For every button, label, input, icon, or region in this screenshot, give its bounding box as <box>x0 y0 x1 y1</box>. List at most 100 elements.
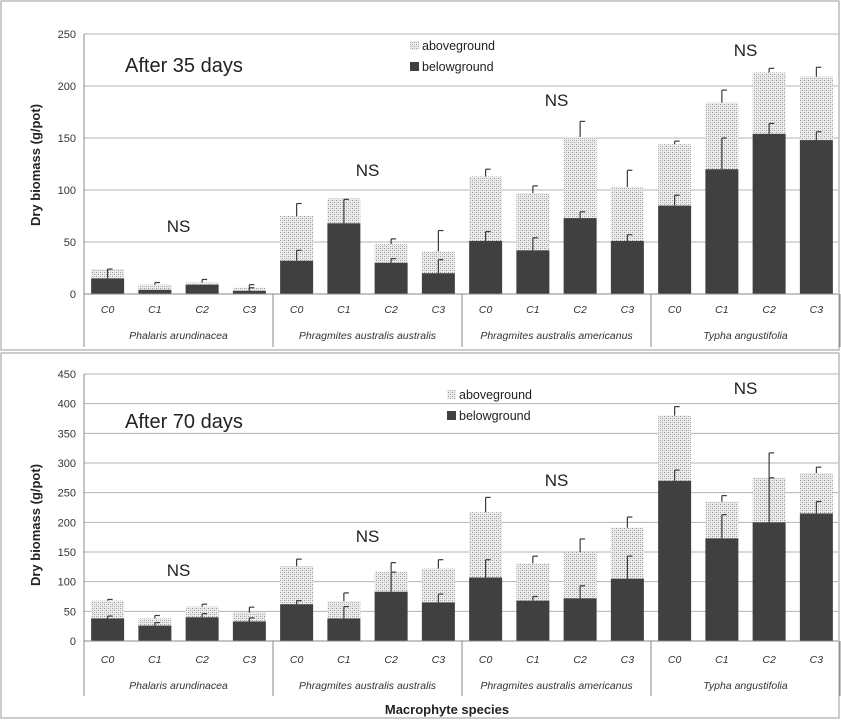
ns-annotation: NS <box>356 161 380 180</box>
bar-belowground <box>185 284 219 294</box>
bar-belowground <box>280 604 314 641</box>
legend-label-belowground: belowground <box>459 409 531 423</box>
legend: aboveground belowground <box>447 388 532 423</box>
bar-belowground <box>421 602 455 641</box>
legend-swatch-aboveground <box>410 41 419 50</box>
bar-belowground <box>138 289 172 294</box>
panel-35-days: Dry biomass (g/pot) After 35 days aboveg… <box>0 0 841 351</box>
bar-aboveground <box>610 186 644 241</box>
y-tick-label: 450 <box>58 369 76 381</box>
ns-annotation: NS <box>545 91 569 110</box>
bar-belowground <box>91 618 125 641</box>
category-label: C1 <box>715 654 728 666</box>
category-label: C1 <box>337 654 350 666</box>
bar-belowground <box>91 278 125 294</box>
y-tick-label: 150 <box>58 133 76 145</box>
bar-belowground <box>799 140 833 294</box>
y-tick-label: 200 <box>58 81 76 93</box>
y-axis-label: Dry biomass (g/pot) <box>28 464 43 586</box>
y-tick-label: 250 <box>58 488 76 500</box>
bar-belowground <box>563 218 597 294</box>
bar-belowground <box>563 598 597 641</box>
category-label: C2 <box>573 304 587 316</box>
ns-annotation: NS <box>167 217 191 236</box>
ns-annotation: NS <box>734 379 758 398</box>
category-label: C1 <box>148 304 161 316</box>
bar-belowground <box>327 223 361 294</box>
bar-aboveground <box>374 244 408 263</box>
category-label: C1 <box>148 654 161 666</box>
x-axis-label: Macrophyte species <box>385 702 509 717</box>
y-tick-label: 200 <box>58 517 76 529</box>
bar-belowground <box>705 169 739 294</box>
bar-belowground <box>185 617 219 641</box>
category-label: C3 <box>810 304 824 316</box>
panel-70-days: Dry biomass (g/pot) After 70 days aboveg… <box>0 352 841 719</box>
bar-belowground <box>327 618 361 641</box>
y-tick-label: 0 <box>70 636 76 648</box>
category-label: C0 <box>290 304 304 316</box>
bar-aboveground <box>563 136 597 219</box>
bar-aboveground <box>138 284 172 290</box>
panel-title: After 70 days <box>125 411 243 433</box>
bar-belowground <box>232 290 266 294</box>
y-tick-label: 50 <box>64 237 76 249</box>
group-label: Typha angustifolia <box>703 680 788 692</box>
bar-belowground <box>658 480 692 641</box>
panel-title: After 35 days <box>125 55 243 77</box>
legend-label-aboveground: aboveground <box>422 39 495 53</box>
bar-belowground <box>516 600 550 641</box>
legend: aboveground belowground <box>410 39 495 74</box>
category-label: C1 <box>715 304 728 316</box>
category-label: C2 <box>195 654 209 666</box>
category-label: C3 <box>243 304 257 316</box>
bar-belowground <box>752 522 786 641</box>
category-label: C2 <box>762 304 776 316</box>
group-label: Phragmites australis americanus <box>480 680 633 692</box>
group-label: Phalaris arundinacea <box>129 330 228 342</box>
category-label: C0 <box>101 304 115 316</box>
ns-annotation: NS <box>734 41 758 60</box>
y-tick-label: 50 <box>64 606 76 618</box>
group-label: Typha angustifolia <box>703 330 788 342</box>
bar-aboveground <box>91 600 125 619</box>
y-tick-label: 150 <box>58 547 76 559</box>
bar-belowground <box>421 273 455 294</box>
y-tick-label: 400 <box>58 399 76 411</box>
bar-aboveground <box>516 563 550 601</box>
category-label: C1 <box>526 304 539 316</box>
bar-belowground <box>752 133 786 294</box>
legend-swatch-aboveground <box>447 390 456 399</box>
category-label: C0 <box>479 304 493 316</box>
category-label: C0 <box>479 654 493 666</box>
bar-aboveground <box>280 566 314 605</box>
bar-belowground <box>469 577 503 641</box>
y-axis-label: Dry biomass (g/pot) <box>28 104 43 226</box>
category-label: C0 <box>101 654 115 666</box>
group-label: Phragmites australis australis <box>299 680 437 692</box>
bar-belowground <box>374 262 408 294</box>
category-label: C3 <box>432 654 446 666</box>
bar-belowground <box>610 578 644 641</box>
panel-border <box>0 352 840 719</box>
bar-belowground <box>610 240 644 294</box>
category-label: C0 <box>668 304 682 316</box>
category-label: C3 <box>810 654 824 666</box>
bar-aboveground <box>469 176 503 241</box>
group-label: Phalaris arundinacea <box>129 680 228 692</box>
bar-belowground <box>516 250 550 294</box>
category-label: C3 <box>432 304 446 316</box>
bar-aboveground <box>232 612 266 622</box>
group-label: Phragmites australis australis <box>299 330 437 342</box>
category-label: C2 <box>384 654 398 666</box>
ns-annotation: NS <box>356 527 380 546</box>
category-label: C2 <box>384 304 398 316</box>
category-label: C3 <box>621 654 635 666</box>
bar-aboveground <box>185 282 219 285</box>
y-tick-label: 250 <box>58 29 76 41</box>
category-label: C1 <box>337 304 350 316</box>
bar-belowground <box>799 513 833 641</box>
y-tick-label: 100 <box>58 185 76 197</box>
legend-swatch-belowground <box>447 411 456 420</box>
